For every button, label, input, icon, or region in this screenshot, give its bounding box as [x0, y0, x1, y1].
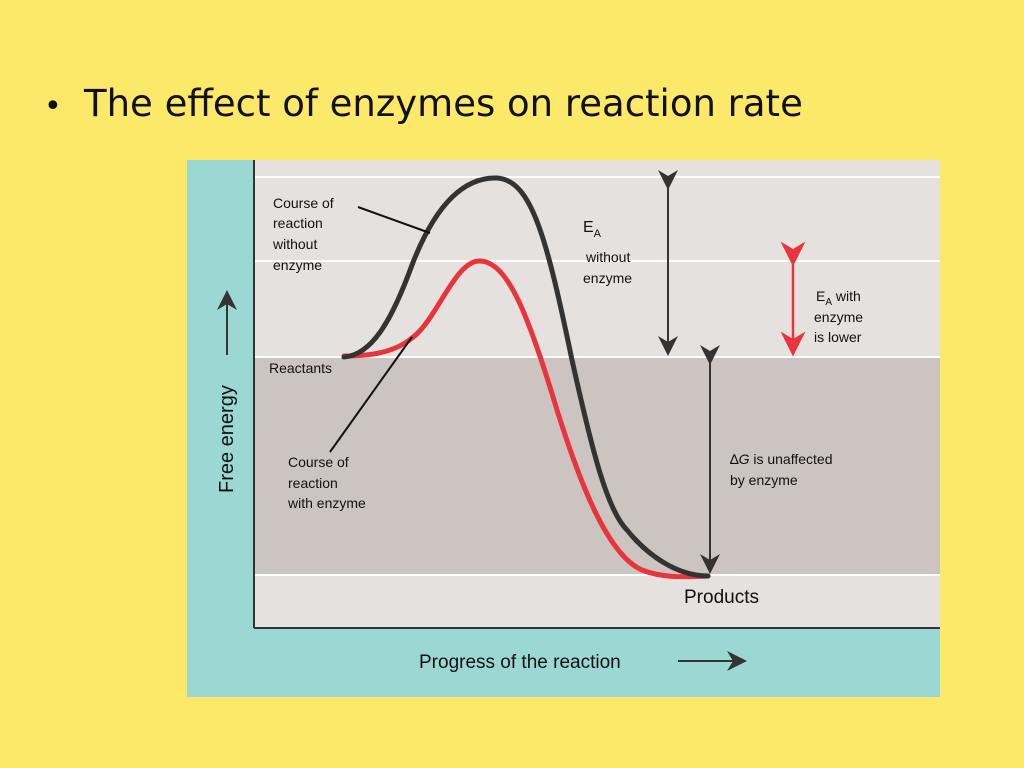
title-text: The effect of enzymes on reaction rate — [84, 82, 803, 125]
slide-title: • The effect of enzymes on reaction rate — [44, 82, 803, 125]
label-reactants: Reactants — [269, 360, 332, 376]
label-course-without-enzyme: Course of reaction without enzyme — [272, 195, 338, 273]
y-axis-label: Free energy — [216, 385, 238, 493]
label-course-with-enzyme: Course of reaction with enzyme — [287, 454, 366, 511]
bullet-marker: • — [44, 89, 62, 124]
curve-without-enzyme — [341, 175, 711, 579]
energy-diagram-svg: Course of reaction without enzyme EA wit… — [187, 160, 940, 697]
label-ea-with-enzyme: EA with enzyme is lower — [814, 288, 867, 345]
leader-line-without-enzyme — [357, 206, 431, 234]
x-axis-label: Progress of the reaction — [419, 652, 621, 673]
leader-line-with-enzyme — [329, 336, 413, 453]
label-products: Products — [684, 587, 759, 608]
energy-diagram: Course of reaction without enzyme EA wit… — [187, 160, 940, 697]
label-ea-without-enzyme: EA without enzyme — [583, 219, 635, 286]
label-delta-g: ∆G is unaffected by enzyme — [730, 451, 836, 488]
